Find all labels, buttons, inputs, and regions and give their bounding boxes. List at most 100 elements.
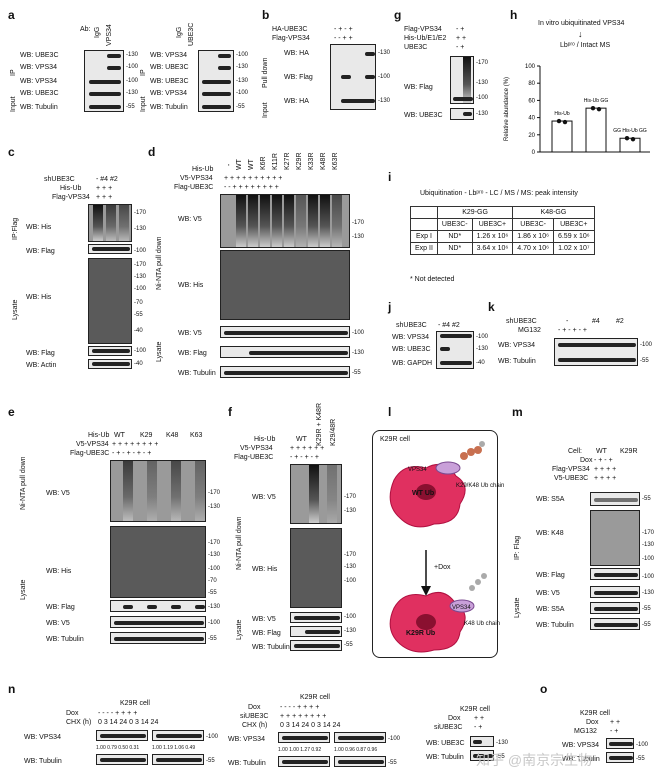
mw-marker: -170 [208, 490, 221, 496]
cond-label: CHX (h) [242, 722, 268, 729]
data-point [562, 119, 568, 125]
group-label: K29/48R [330, 418, 337, 446]
blot-image [590, 618, 640, 630]
row-label: WB: Tubulin [498, 358, 536, 365]
y-axis-label: Relative abundance (%) [504, 77, 510, 141]
cond-label: Dox [66, 710, 79, 717]
lysate-label: Lysate [156, 341, 163, 362]
blot-image [88, 346, 132, 356]
mw-marker: -170 [134, 210, 147, 216]
mw-marker: -100 [134, 348, 147, 354]
protein-label: VPS34 [408, 467, 427, 473]
signs: - + [610, 728, 619, 735]
row-label: WB: VPS34 [392, 334, 429, 341]
mw-marker: -55 [388, 760, 397, 766]
mw-marker: -40 [476, 360, 485, 366]
pulldown-label: Pull down [262, 57, 269, 88]
signs: + + [456, 35, 467, 42]
blot-image [450, 108, 474, 120]
mw-marker: -170 [352, 220, 365, 226]
blot-image [590, 602, 640, 614]
signs: - + - + - + [558, 327, 587, 334]
mw-marker: -40 [134, 361, 143, 367]
ip-label-right: IP [140, 69, 147, 76]
signs: - + [456, 26, 465, 33]
mw-marker: -55 [636, 756, 645, 762]
quant-values: 1.00 0.96 0.87 0.96 [334, 747, 378, 753]
cond-label: Dox [248, 704, 261, 711]
blot-image [110, 616, 206, 628]
mw-marker: -100 [352, 330, 365, 336]
row-label: WB: Tubulin [24, 758, 62, 765]
row-label: WB: UBE3C [392, 346, 431, 353]
cond-label: His-Ub/E1/E2 [404, 35, 447, 42]
row-label: WB: Flag [536, 572, 565, 579]
lane-label: K29R [296, 152, 303, 170]
row-label: WB: Tubulin [536, 622, 574, 629]
protein-label: VPS34 [452, 605, 471, 611]
blot-image [220, 250, 350, 320]
cond-label: Flag-UBE3C [234, 454, 274, 461]
blot-image [278, 732, 330, 743]
mw-marker: -130 [476, 80, 489, 86]
row-label: WB: V5 [536, 590, 560, 597]
row-label: WB: Tubulin [426, 754, 464, 761]
lane-label: WT [248, 159, 255, 170]
blot-image [590, 586, 640, 598]
blot-image [290, 626, 342, 637]
row-label: WB: V5 [46, 490, 70, 497]
row-label: WB: His [26, 224, 52, 231]
cond-label: Dox [586, 719, 599, 726]
group-label: - [566, 318, 569, 325]
mw-marker: -100 [236, 90, 249, 96]
mw-marker: -130 [134, 274, 147, 280]
mw-marker: -130 [642, 542, 655, 548]
panel-letter-c: c [8, 145, 15, 159]
cond-label: V5-UBE3C [554, 475, 589, 482]
cond-label: V5-VPS34 [180, 175, 213, 182]
mw-marker: -130 [126, 90, 139, 96]
mw-marker: -130 [344, 508, 357, 514]
ip-label: IP:Flag [12, 217, 19, 240]
row-label: WB: VPS34 [150, 90, 187, 97]
ab-label: Ab: [80, 26, 91, 33]
row-label: WB: UBE3C [150, 64, 189, 71]
mw-marker: -170 [476, 60, 489, 66]
mw-marker: -130 [378, 50, 391, 56]
blot-image [606, 738, 634, 749]
peak-intensity-table: K29-GG K48-GG UBE3C- UBE3C+ UBE3C- UBE3C… [410, 206, 595, 255]
cond-label: Dox [448, 715, 461, 722]
mw-marker: -100 [236, 52, 249, 58]
signs: - + [474, 724, 483, 731]
mw-marker: -130 [208, 504, 221, 510]
lane-label: K6R [260, 156, 267, 170]
cond-label: UBE3C [404, 44, 428, 51]
panel-letter-k: k [488, 300, 495, 314]
row-label: WB: Flag [26, 350, 55, 357]
blot-image [220, 194, 350, 248]
input-label: Input [10, 96, 17, 112]
table-header: UBE3C+ [552, 218, 595, 231]
pulldown-label: Ni-NTA pull down [236, 516, 243, 570]
signs: - - - - + + + + [98, 710, 138, 717]
table-header: K48-GG [512, 206, 595, 219]
cond-label: V5-VPS34 [240, 445, 273, 452]
row-label: WB: VPS34 [228, 736, 265, 743]
pulldown-label: Ni-NTA pull down [20, 456, 27, 510]
dox-label: +Dox [434, 564, 451, 571]
mw-marker: -100 [344, 578, 357, 584]
mw-marker: -100 [476, 334, 489, 340]
row-label: WB: His [252, 566, 278, 573]
mw-marker: -170 [208, 540, 221, 546]
mw-marker: -130 [378, 98, 391, 104]
blot-image [96, 730, 148, 741]
lane-label: K48R [320, 152, 327, 170]
blot-image [220, 326, 350, 338]
blot-image [590, 568, 640, 580]
blot-image [96, 754, 148, 765]
cond-label: shUBE3C [506, 318, 537, 325]
input-label-right: Input [140, 96, 147, 112]
cell-label: K29R cell [300, 694, 330, 701]
mw-marker: -55 [496, 754, 505, 760]
blot-image [590, 492, 640, 506]
